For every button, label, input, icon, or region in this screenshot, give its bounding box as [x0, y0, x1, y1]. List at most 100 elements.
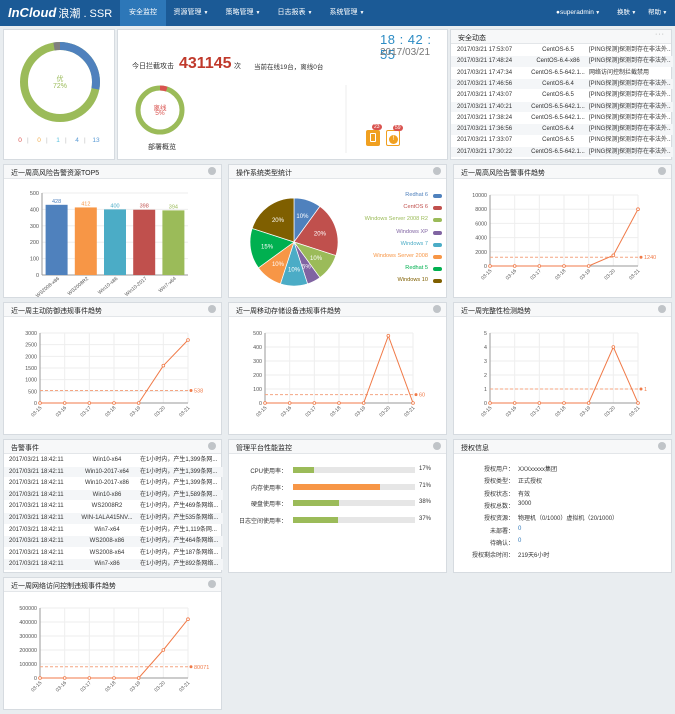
average-marker	[639, 387, 643, 391]
alarm-desc: 在1小时内，产生464条网络...	[140, 538, 219, 545]
help-menu[interactable]: 帮助 ▼	[648, 0, 667, 26]
y-tick-label: 300	[253, 359, 262, 365]
event-desc: [PING探测]探测到存在非法外...	[589, 47, 671, 53]
gear-icon[interactable]	[658, 442, 666, 450]
gear-icon[interactable]	[433, 167, 441, 175]
table-row[interactable]: 2017/03/21 18:42:11 Win10-x86 在1小时内，产生1,58…	[4, 489, 223, 501]
alarm-desc: 在1小时内，产生1,399条网...	[140, 480, 218, 487]
x-tick-label: 03-20	[153, 680, 166, 693]
table-row[interactable]: 2017/03/21 18:42:11 Win7-x64 在1小时内，产生1,119…	[4, 525, 223, 536]
table-row[interactable]: 2017/03/21 18:42:11 Win7-x86 在1小时内，产生892条网…	[4, 559, 223, 570]
x-tick-label: 03-15	[30, 405, 43, 418]
data-point	[562, 264, 566, 268]
alarm-events-panel: 告警事件 2017/03/21 18:42:11 Win10-x64 在1小时内，产…	[3, 439, 223, 573]
y-tick-label: 500	[253, 331, 262, 337]
table-row[interactable]: 2017/03/21 18:42:11 WS2008R2 在1小时内，产生469条网…	[4, 501, 223, 512]
table-row[interactable]: 2017/03/21 17:33:07 CentOS-6.5 [PING探测]探测到…	[451, 135, 673, 146]
table-row[interactable]: 2017/03/21 17:43:07 CentOS-6.5 [PING探测]探测到…	[451, 90, 673, 101]
storage-trend-chart: 0 100 200 300 400 500 03-15 03-16 03-17 03-18 03-1…	[253, 331, 425, 418]
perf-bar-fill	[293, 516, 339, 523]
table-row[interactable]: 2017/03/21 17:30:22 CentOS-6.5-642.1... [P…	[451, 146, 673, 158]
gear-icon[interactable]	[658, 167, 666, 175]
menu-log-reports[interactable]: 日志报表 ▼	[270, 0, 320, 26]
panel-header: 近一周完整性检测趋势	[454, 303, 671, 317]
y-tick-label: 10000	[472, 193, 487, 199]
usb-alert-badge: 23	[372, 124, 382, 130]
top5-bar-chart: 0 100 200 300 400 500 428 WS2008-x86 412 WS2008R2…	[30, 191, 188, 299]
event-host: CentOS-6.5-642.1...	[531, 148, 585, 155]
license-key: 未部署：	[489, 528, 514, 535]
os-panel: 操作系统类型统计 10% 20% 10% 5% 10% 10% 15% 20% Redhat …	[228, 164, 447, 298]
legend-label: CentOS 6	[403, 204, 428, 211]
legend-label: Windows 10	[397, 277, 428, 284]
table-row[interactable]: 2017/03/21 17:53:07 CentOS-6.5 [PING探测]探测到…	[451, 45, 673, 56]
y-tick-label: 3	[484, 359, 487, 365]
table-row[interactable]: 2017/03/21 17:38:24 CentOS-6.5-642.1... [P…	[451, 113, 673, 124]
pie-slice	[251, 197, 295, 243]
caret-down-icon: ▼	[630, 10, 637, 16]
menu-policy-management[interactable]: 策略管理 ▼	[218, 0, 268, 26]
legend-swatch	[433, 242, 442, 247]
gear-icon[interactable]	[658, 305, 666, 313]
level-count: 13	[92, 137, 100, 144]
skin-label: 换肤	[617, 9, 630, 16]
user-menu[interactable]: ●superadmin ▼	[556, 0, 600, 26]
level-counts: 0 | 0 | 1 | 4 | 13	[14, 137, 109, 147]
caret-down-icon: ▼	[593, 10, 601, 16]
table-row[interactable]: 2017/03/21 18:42:11 Win10-x64 在1小时内，产生1,39…	[4, 455, 223, 466]
table-row[interactable]: 2017/03/21 17:48:24 CentOS-6.4-x86 [PING探测…	[451, 56, 673, 67]
panel-header: 授权信息	[454, 440, 671, 454]
license-key: 授权总数：	[483, 503, 514, 510]
gear-icon[interactable]	[208, 580, 216, 588]
gear-icon[interactable]	[433, 305, 441, 313]
data-point	[361, 401, 366, 405]
average-label: 60	[419, 393, 425, 399]
warning-alert-icon[interactable]: ! 59	[386, 125, 403, 146]
gear-icon[interactable]	[208, 167, 216, 175]
top-navbar: InCloud 浪潮 . SSR 安全监控 资源管理 ▼ 策略管理 ▼ 日志报表 ▼ 系…	[0, 0, 675, 26]
data-point	[161, 648, 166, 652]
caret-down-icon: ▼	[359, 10, 365, 16]
menu-system-management[interactable]: 系统管理 ▼	[322, 0, 372, 26]
legend-label: Windows 7	[400, 240, 428, 247]
x-tick-label: 03-17	[304, 405, 317, 418]
license-value[interactable]: 0	[518, 537, 522, 544]
event-desc: [PING探测]探测到存在非法外...	[589, 103, 671, 110]
license-key: 授权用户：	[483, 467, 514, 473]
license-value[interactable]: 0	[518, 525, 522, 532]
gear-icon[interactable]	[208, 442, 216, 450]
legend-swatch	[433, 230, 442, 235]
offline-percent: 5%	[155, 110, 165, 117]
health-grade: 优	[56, 76, 64, 83]
menu-security-monitor[interactable]: 安全监控	[120, 0, 166, 26]
average-label: 538	[194, 388, 203, 394]
level-count: 0	[37, 137, 41, 144]
table-row[interactable]: 2017/03/21 18:42:11 Win10-2017-x64 在1小时内，产…	[4, 466, 223, 478]
bar	[162, 210, 185, 275]
table-row[interactable]: 2017/03/21 17:46:56 CentOS-6.4 [PING探测]探测到…	[451, 78, 673, 90]
y-tick-label: 300	[30, 224, 39, 230]
license-value: 3000	[518, 500, 532, 507]
table-row[interactable]: 2017/03/21 18:42:11 WS2008-x64 在1小时内，产生187…	[4, 548, 223, 559]
storage-trend-panel: 近一周移动存储设备违规事件趋势 0 100 200 300 400 500 03-15 03-…	[228, 302, 447, 435]
gear-icon[interactable]	[208, 305, 216, 313]
level-count: 0	[18, 137, 22, 144]
table-row[interactable]: 2017/03/21 18:42:11 Win10-2017-x86 在1小时内，产…	[4, 478, 223, 489]
legend-swatch	[433, 194, 442, 198]
alarm-host: Win10-2017-x64	[84, 468, 130, 475]
license-value: 正式授权	[518, 479, 543, 486]
table-row[interactable]: 2017/03/21 17:40:21 CentOS-6.5-642.1... [P…	[451, 101, 673, 112]
skin-menu[interactable]: 换肤 ▼	[617, 0, 636, 26]
menu-resource-management[interactable]: 资源管理 ▼	[166, 0, 216, 26]
table-row[interactable]: 2017/03/21 17:47:34 CentOS-6.5-642.1... 网络…	[451, 68, 673, 79]
more-icon[interactable]: ···	[655, 31, 665, 38]
table-row[interactable]: 2017/03/21 18:42:11 WIN-1ALA415NV... 在1小时内…	[4, 513, 223, 524]
usb-alert-icon[interactable]: 23	[366, 124, 382, 146]
event-time: 2017/03/21 17:30:22	[457, 148, 513, 155]
panel-title: 操作系统类型统计	[236, 170, 292, 177]
level-count: 4	[75, 137, 79, 144]
gear-icon[interactable]	[433, 442, 441, 450]
table-row[interactable]: 2017/03/21 17:36:56 CentOS-6.4 [PING探测]探测到…	[451, 124, 673, 135]
pie-slice-label: 10%	[310, 256, 323, 262]
table-row[interactable]: 2017/03/21 18:42:11 WS2008-x86 在1小时内，产生464…	[4, 536, 223, 547]
